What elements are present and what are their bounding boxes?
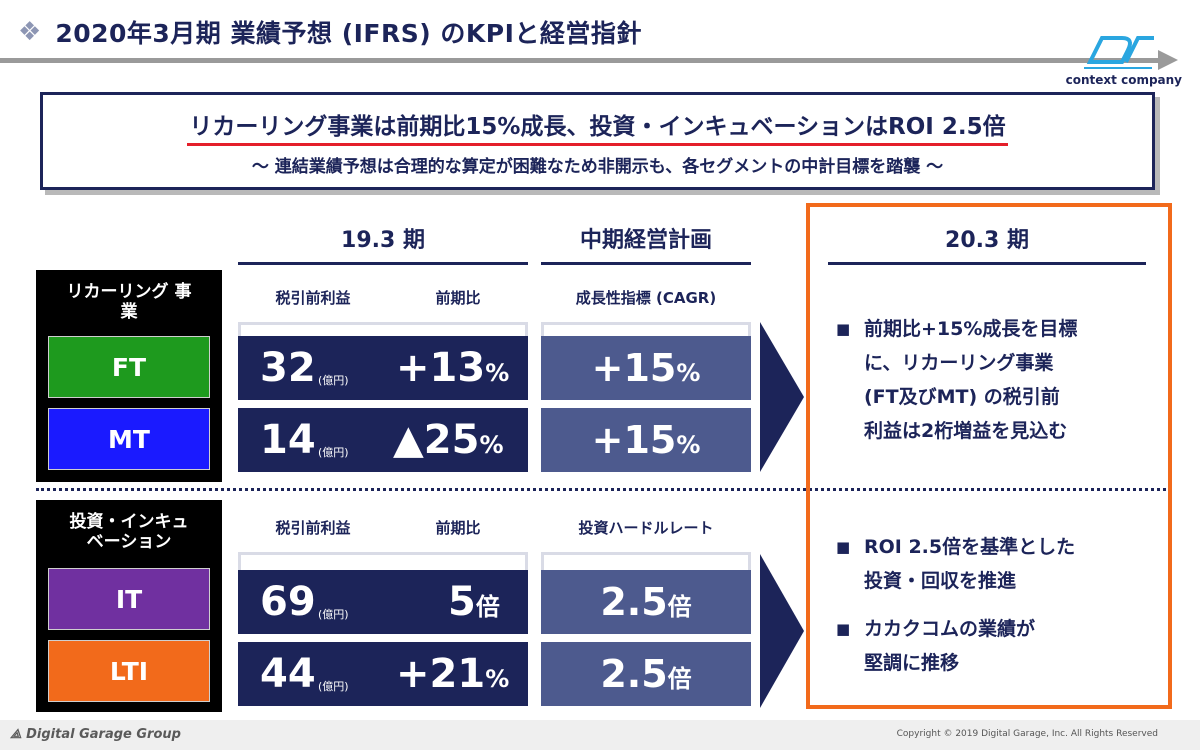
investment-note-1-line-1: ROI 2.5倍を基準とした: [864, 536, 1076, 558]
square-bullet-icon: ■: [836, 538, 851, 556]
recurring-note-line-2: に、リカーリング事業: [864, 352, 1054, 374]
logo-text: context company: [1065, 73, 1182, 87]
section-divider: [36, 488, 1171, 491]
investment-note-2-line-1: カカクコムの業績が: [864, 618, 1036, 640]
title-arrow-icon: [1158, 50, 1178, 70]
footer-copyright: Copyright © 2019 Digital Garage, Inc. Al…: [896, 729, 1158, 739]
page-title: 2020年3月期 業績予想 (IFRS) のKPIと経営指針: [55, 19, 642, 48]
lti-value-box: 44 (億円) +21%: [238, 642, 528, 706]
segment-ft: FT: [48, 336, 210, 398]
company-logo: context company: [1052, 30, 1188, 90]
chevron-right-icon-2: [760, 554, 804, 708]
ft-cagr-box: +15%: [541, 336, 751, 400]
segment-it: IT: [48, 568, 210, 630]
it-profit-unit: (億円): [318, 608, 349, 621]
subheader-profit-2: 税引前利益: [275, 519, 351, 537]
mt-cagr: +15%: [591, 418, 701, 462]
ft-profit: 32: [260, 345, 316, 391]
column-rule-1903: [238, 262, 528, 265]
mt-yoy: ▲25%: [393, 417, 504, 463]
result-frame-2003: [806, 203, 1172, 709]
subheader-yoy-2: 前期比: [435, 519, 481, 537]
recurring-panel: リカーリング 事業 FT MT: [36, 270, 222, 482]
column-header-2003: 20.3 期: [945, 228, 1029, 253]
lti-profit: 44: [260, 651, 316, 697]
recurring-label: リカーリング 事業: [66, 282, 192, 322]
subheader-hurdle: 投資ハードルレート: [578, 519, 714, 537]
subheader-profit: 税引前利益: [275, 289, 351, 307]
tab-frame-profit: [238, 322, 528, 344]
investment-note-1-line-2: 投資・回収を推進: [864, 570, 1017, 592]
investment-note-2: ■ カカクコムの業績が 堅調に推移: [836, 612, 1035, 680]
mt-cagr-box: +15%: [541, 408, 751, 472]
investment-note-2-line-2: 堅調に推移: [864, 652, 960, 674]
column-header-midplan: 中期経営計画: [579, 228, 712, 253]
lti-hurdle: 2.5倍: [600, 652, 692, 696]
subheader-cagr: 成長性指標 (CAGR): [575, 289, 717, 307]
footer: ⟁ Digital Garage Group Copyright © 2019 …: [0, 720, 1200, 750]
chevron-right-icon: [760, 322, 804, 472]
lti-yoy: +21%: [396, 651, 510, 697]
investment-note-1: ■ ROI 2.5倍を基準とした 投資・回収を推進: [836, 530, 1075, 598]
ft-yoy: +13%: [396, 345, 510, 391]
recurring-note-line-4: 利益は2桁増益を見込む: [864, 420, 1068, 442]
segment-lti: LTI: [48, 640, 210, 702]
it-profit: 69: [260, 579, 316, 625]
diamond-icon: ❖: [18, 17, 42, 47]
mt-value-box: 14 (億円) ▲25%: [238, 408, 528, 472]
tab-frame-cagr: [541, 322, 751, 344]
investment-label: 投資・インキュ ベーション: [69, 512, 189, 552]
tab-frame-hurdle: [541, 552, 751, 574]
lti-profit-unit: (億円): [318, 680, 349, 693]
ft-cagr: +15%: [591, 346, 701, 390]
title-bar: ❖ 2020年3月期 業績予想 (IFRS) のKPIと経営指針: [18, 12, 642, 52]
tab-frame-profit-2: [238, 552, 528, 574]
it-hurdle: 2.5倍: [600, 580, 692, 624]
segment-mt: MT: [48, 408, 210, 470]
recurring-note: ■ 前期比+15%成長を目標 に、リカーリング事業 (FT及びMT) の税引前 …: [836, 312, 1077, 448]
ft-value-box: 32 (億円) +13%: [238, 336, 528, 400]
square-bullet-icon: ■: [836, 320, 851, 338]
column-header-1903: 19.3 期: [341, 228, 425, 253]
it-value-box: 69 (億円) 5倍: [238, 570, 528, 634]
mt-profit-unit: (億円): [318, 446, 349, 459]
footer-brand: ⟁ Digital Garage Group: [10, 727, 181, 742]
investment-panel: 投資・インキュ ベーション IT LTI: [36, 500, 222, 712]
column-rule-2003: [828, 262, 1146, 265]
column-rule-midplan: [541, 262, 751, 265]
lti-hurdle-box: 2.5倍: [541, 642, 751, 706]
it-hurdle-box: 2.5倍: [541, 570, 751, 634]
recurring-note-line-3: (FT及びMT) の税引前: [864, 386, 1060, 408]
recurring-note-line-1: 前期比+15%成長を目標: [864, 318, 1078, 340]
square-bullet-icon: ■: [836, 620, 851, 638]
headline-main: リカーリング事業は前期比15%成長、投資・インキュベーションはROI 2.5倍: [187, 107, 1008, 146]
ft-profit-unit: (億円): [318, 374, 349, 387]
title-rule: [0, 58, 1160, 63]
headline-sub: ～ 連結業績予想は合理的な算定が困難なため非開示も、各セグメントの中計目標を踏襲…: [251, 157, 944, 177]
mt-profit: 14: [260, 417, 316, 463]
subheader-yoy: 前期比: [435, 289, 481, 307]
it-yoy: 5倍: [448, 579, 500, 625]
headline-box: リカーリング事業は前期比15%成長、投資・インキュベーションはROI 2.5倍 …: [40, 92, 1155, 190]
dg-logo-icon: [1084, 36, 1154, 69]
